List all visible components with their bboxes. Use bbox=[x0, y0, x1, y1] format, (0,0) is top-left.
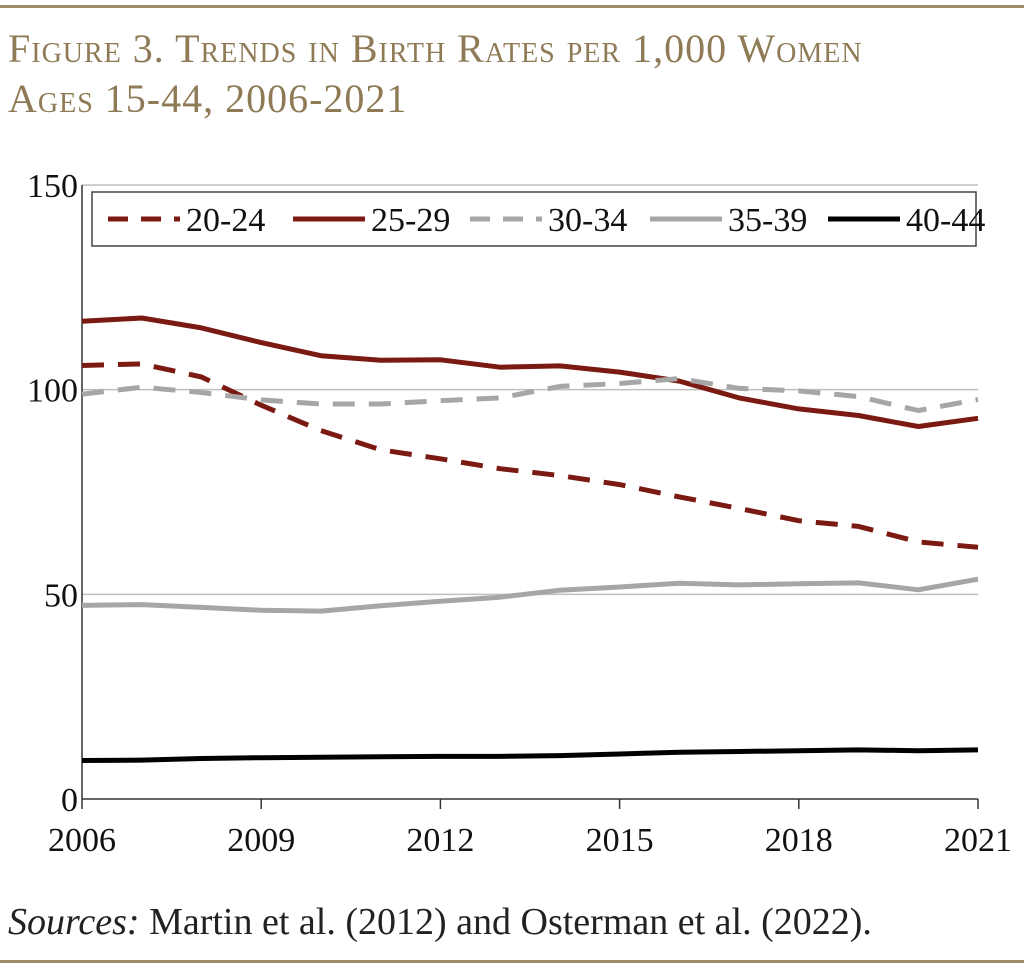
x-tick-label: 2018 bbox=[765, 822, 833, 859]
series-line-35-39 bbox=[81, 576, 979, 614]
figure-title-line-2: Ages 15-44, 2006-2021 bbox=[8, 76, 408, 121]
series-line-30-34 bbox=[81, 376, 979, 413]
x-tick-label: 2015 bbox=[586, 822, 654, 859]
series-line-25-29 bbox=[81, 315, 979, 429]
series-line-40-44 bbox=[81, 747, 979, 763]
top-rule bbox=[0, 5, 1024, 8]
y-tick-label: 0 bbox=[61, 782, 78, 819]
source-note: Sources: Martin et al. (2012) and Osterm… bbox=[8, 900, 872, 944]
x-tick-label: 2009 bbox=[227, 822, 295, 859]
source-text: Martin et al. (2012) and Osterman et al.… bbox=[139, 901, 872, 943]
source-label: Sources: bbox=[8, 901, 140, 943]
legend-label-40-44: 40-44 bbox=[906, 202, 985, 239]
legend-label-20-24: 20-24 bbox=[186, 202, 265, 239]
legend-label-35-39: 35-39 bbox=[728, 202, 807, 239]
legend-label-30-34: 30-34 bbox=[548, 202, 627, 239]
legend: 20-24 25-29 30-34 35-39 40-44 bbox=[91, 191, 985, 247]
y-tick-label: 100 bbox=[27, 373, 78, 410]
figure-title: Figure 3. Trends in Birth Rates per 1,00… bbox=[8, 24, 1018, 124]
x-tick-label: 2012 bbox=[406, 822, 474, 859]
x-tick-label: 2006 bbox=[48, 822, 116, 859]
series-lines bbox=[81, 315, 979, 763]
x-tick-label: 2021 bbox=[944, 822, 1012, 859]
bottom-rule bbox=[0, 960, 1024, 963]
figure-title-line-1: Figure 3. Trends in Birth Rates per 1,00… bbox=[8, 26, 863, 71]
y-tick-label: 150 bbox=[27, 168, 78, 205]
legend-label-25-29: 25-29 bbox=[371, 202, 450, 239]
series-line-20-24 bbox=[81, 361, 979, 550]
axes: 0 50 100 150 2006 2009 2012 2015 2018 2021 bbox=[27, 168, 1012, 859]
y-tick-label: 50 bbox=[44, 577, 78, 614]
